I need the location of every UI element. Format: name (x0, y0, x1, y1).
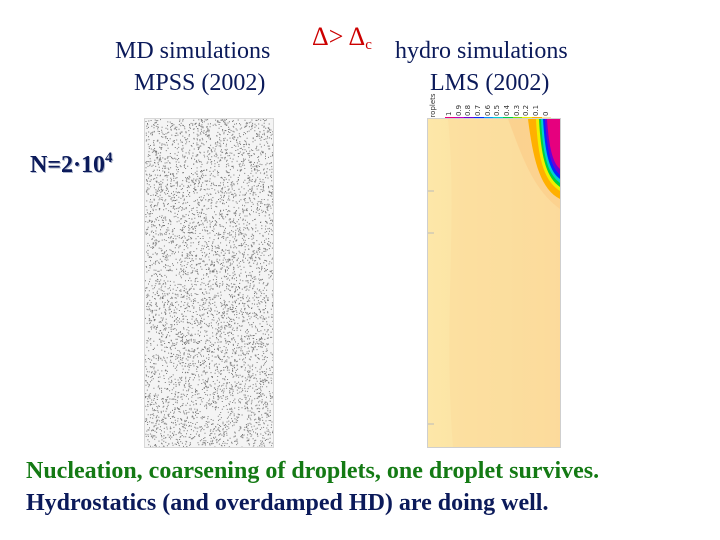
caption-line-2: Hydrostatics (and overdamped HD) are doi… (26, 490, 549, 516)
colorbar-tick-label: 0.4 (503, 104, 511, 116)
hydro-simulations-title: hydro simulations (395, 38, 568, 64)
md-snapshot-image (144, 118, 274, 448)
colorbar-tick-label: 0.5 (493, 104, 502, 116)
colorbar-tick-label: 0 (541, 111, 550, 116)
colorbar-tick-label: 0.6 (483, 104, 492, 116)
condition-subscript: c (365, 37, 372, 53)
colorbar-tick-label: 0.1 (532, 104, 540, 116)
condition-label: Δ> Δc (312, 22, 372, 54)
condition-symbol-c: Δ (348, 22, 366, 51)
colorbar-tick-label: 0.9 (454, 104, 463, 116)
colorbar-tick-label: 1 (445, 111, 453, 116)
particle-count-label: N=2·104 (30, 150, 113, 179)
caption-line-1: Nucleation, coarsening of droplets, one … (26, 458, 600, 484)
condition-symbol: Δ> (312, 22, 344, 51)
hydro-reference: LMS (2002) (430, 70, 550, 96)
colorbar-tick-label: 0.8 (464, 104, 473, 116)
hydro-snapshot-image (427, 118, 561, 448)
colorbar-tick-label: 0.7 (474, 104, 482, 116)
particle-count-base: N=2·10 (30, 152, 106, 178)
particle-count-exponent: 4 (105, 150, 113, 166)
md-reference: MPSS (2002) (134, 70, 266, 96)
colorbar-tick-label: 0.3 (512, 104, 521, 116)
md-simulations-title: MD simulations (115, 38, 271, 64)
colorbar-tick-label: 0.2 (522, 104, 531, 116)
